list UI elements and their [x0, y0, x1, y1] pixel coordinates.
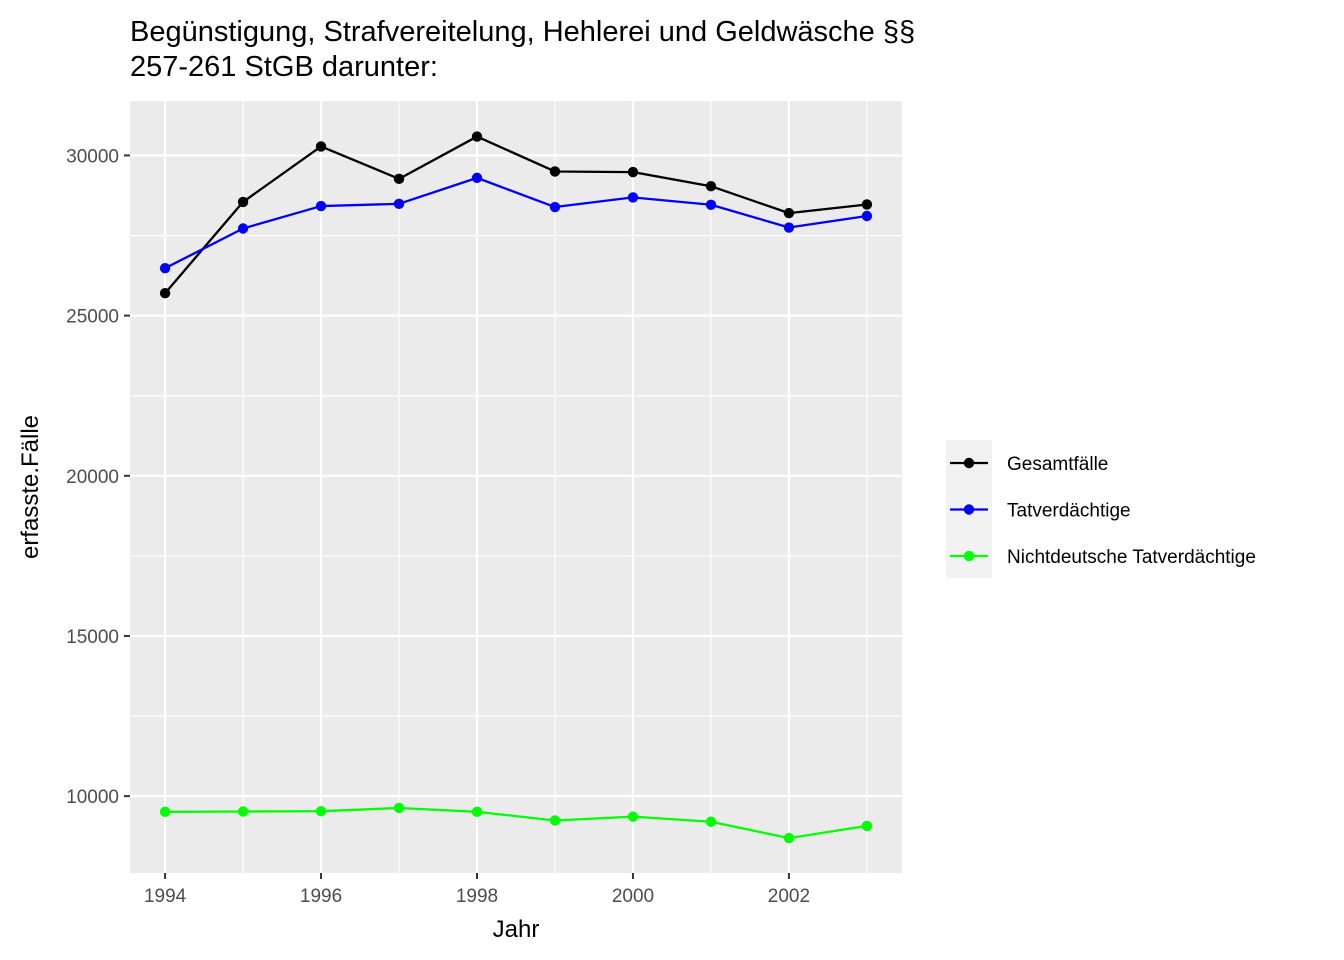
y-tick-label: 20000: [66, 467, 119, 488]
data-point: [471, 806, 483, 818]
plot-panel: [130, 101, 902, 873]
data-point: [159, 263, 171, 274]
data-point: [159, 806, 171, 818]
legend-label: Tatverdächtige: [1007, 501, 1131, 522]
series-line-2: [165, 806, 868, 840]
legend-key-point: [963, 550, 975, 562]
data-point: [315, 141, 327, 152]
series-line-0: [164, 135, 868, 294]
minor-gridlines: [130, 101, 902, 873]
data-point: [315, 200, 327, 212]
data-point: [627, 166, 639, 178]
data-point: [783, 222, 795, 233]
data-point: [237, 223, 249, 234]
data-point: [159, 287, 171, 299]
y-tick-label: 25000: [66, 307, 119, 328]
y-tick-label: 30000: [66, 146, 119, 167]
y-axis: 10000 15000 20000 25000 30000: [66, 146, 130, 808]
data-point: [237, 806, 249, 817]
data-point: [393, 173, 405, 185]
x-tick-label: 1994: [144, 886, 187, 907]
legend-label: Gesamtfälle: [1007, 454, 1108, 475]
x-axis-title: Jahr: [493, 916, 540, 943]
legend-key-point: [963, 457, 975, 469]
data-point: [315, 805, 327, 817]
data-point: [705, 199, 717, 210]
data-point: [471, 131, 483, 142]
x-tick-label: 1996: [300, 886, 342, 907]
y-tick-label: 10000: [66, 787, 119, 808]
data-point: [393, 198, 405, 210]
data-point: [627, 811, 639, 822]
data-point: [705, 816, 717, 827]
chart-title-line-2: 257-261 StGB darunter:: [130, 51, 438, 83]
y-axis-title: erfasste.Fälle: [17, 415, 44, 559]
major-gridlines: [130, 101, 902, 873]
data-point: [393, 802, 405, 814]
data-point: [783, 207, 795, 219]
chart-title-line-1: Begünstigung, Strafvereitelung, Hehlerei…: [130, 16, 915, 48]
data-point: [861, 199, 873, 210]
data-point: [627, 192, 639, 203]
legend: Gesamtfälle Tatverdächtige Nichtdeutsche T…: [946, 440, 1256, 578]
data-point: [783, 832, 795, 844]
data-point: [471, 172, 483, 184]
data-point: [549, 201, 561, 213]
x-axis: 1994 1996 1998 2000 2002: [144, 873, 810, 907]
y-tick-label: 15000: [66, 627, 119, 648]
data-point: [549, 166, 561, 177]
legend-label: Nichtdeutsche Tatverdächtige: [1007, 547, 1256, 568]
data-point: [861, 820, 873, 832]
series-line-1: [164, 176, 868, 270]
data-point: [549, 815, 561, 826]
data-point: [705, 181, 717, 192]
x-tick-label: 2002: [768, 886, 810, 907]
legend-key-point: [963, 504, 975, 515]
data-point: [861, 210, 873, 222]
x-tick-label: 2000: [612, 886, 654, 907]
data-point: [237, 196, 249, 208]
x-tick-label: 1998: [456, 886, 498, 907]
series-layer: [159, 131, 873, 844]
